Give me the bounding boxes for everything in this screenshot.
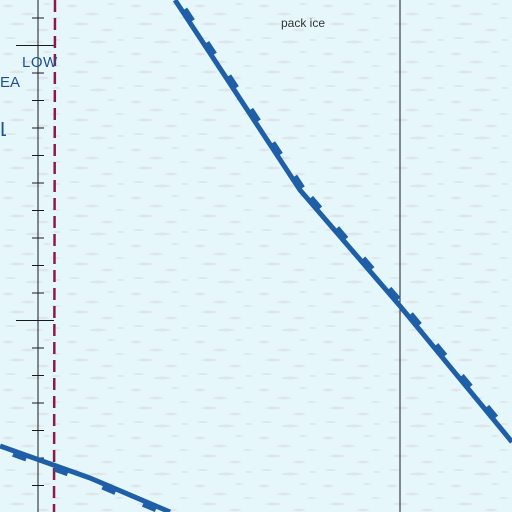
- ridge-notch: [270, 141, 283, 157]
- latitude-scale: [16, 0, 54, 512]
- ridge-notch: [101, 483, 117, 495]
- ridge-notch: [360, 256, 375, 272]
- ridge-notch: [182, 7, 195, 23]
- ridge-notch: [433, 343, 448, 358]
- ridge-notch: [408, 312, 422, 327]
- ridge-notch: [292, 174, 305, 190]
- ridge-notch: [141, 501, 158, 512]
- edge-letter-fragment-label: L: [0, 119, 6, 141]
- ridge-notch: [204, 40, 217, 56]
- ridge-notch: [308, 195, 323, 211]
- ridge-notch: [459, 373, 473, 389]
- ridge-notch: [484, 404, 499, 420]
- ridge-notch: [53, 465, 69, 477]
- sea-name-fragment-label: EA: [0, 74, 21, 91]
- dashed-boundary-line: [52, 0, 57, 512]
- ridge-notch: [248, 107, 261, 123]
- ridge-notch: [12, 451, 28, 462]
- ridge-notch: [226, 74, 239, 90]
- low-pressure-label: LOW: [22, 54, 58, 71]
- ridge-line-upper: [172, 0, 512, 444]
- ridge-notch: [386, 286, 401, 302]
- ridge-notch: [334, 226, 349, 241]
- ridge-line-lower: [0, 443, 171, 512]
- pack-ice-label: pack ice: [281, 16, 326, 30]
